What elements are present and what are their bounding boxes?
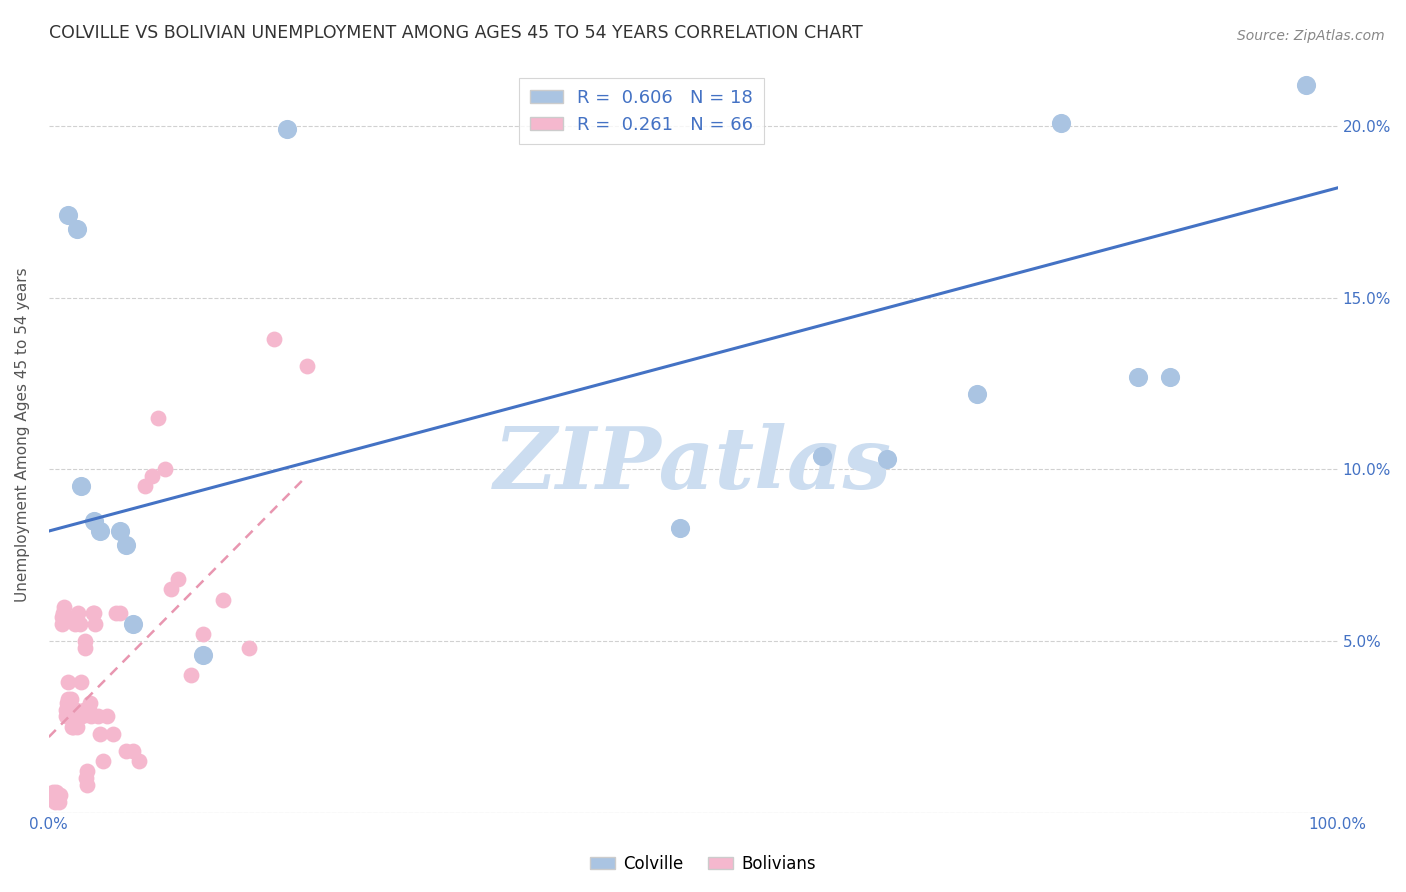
Point xyxy=(56,675,79,690)
Point xyxy=(52,607,75,621)
Point xyxy=(193,648,215,662)
Point xyxy=(103,726,125,740)
Point xyxy=(87,709,110,723)
Point xyxy=(60,720,83,734)
Point xyxy=(115,538,138,552)
Point xyxy=(76,764,98,779)
Point xyxy=(89,524,111,538)
Point xyxy=(108,607,131,621)
Point xyxy=(72,709,94,723)
Point xyxy=(55,709,77,723)
Point xyxy=(108,524,131,538)
Point xyxy=(41,785,63,799)
Point xyxy=(65,702,87,716)
Point xyxy=(72,702,94,716)
Point xyxy=(180,668,202,682)
Point xyxy=(121,744,143,758)
Point xyxy=(153,462,176,476)
Point xyxy=(83,514,105,528)
Legend: R =  0.606   N = 18, R =  0.261   N = 66: R = 0.606 N = 18, R = 0.261 N = 66 xyxy=(519,78,763,145)
Point xyxy=(91,754,114,768)
Point xyxy=(148,410,170,425)
Point xyxy=(1049,115,1071,129)
Point xyxy=(51,610,73,624)
Point xyxy=(80,709,103,723)
Point xyxy=(63,610,86,624)
Point xyxy=(66,709,89,723)
Point xyxy=(73,634,96,648)
Point xyxy=(669,521,692,535)
Point xyxy=(63,616,86,631)
Point xyxy=(211,592,233,607)
Point xyxy=(70,479,93,493)
Point xyxy=(193,627,215,641)
Point xyxy=(1126,369,1149,384)
Point xyxy=(53,599,76,614)
Point xyxy=(60,702,83,716)
Point xyxy=(77,702,100,716)
Point xyxy=(66,720,89,734)
Point xyxy=(55,702,77,716)
Point xyxy=(876,452,898,467)
Point xyxy=(49,789,72,803)
Point xyxy=(59,692,82,706)
Point xyxy=(89,726,111,740)
Point xyxy=(69,616,91,631)
Point xyxy=(263,332,285,346)
Point xyxy=(160,582,183,597)
Point xyxy=(65,709,87,723)
Point xyxy=(966,386,988,401)
Point xyxy=(141,469,163,483)
Point xyxy=(66,222,89,236)
Point xyxy=(70,675,93,690)
Legend: Colville, Bolivians: Colville, Bolivians xyxy=(583,848,823,880)
Point xyxy=(46,792,69,806)
Point xyxy=(166,572,188,586)
Point xyxy=(42,792,65,806)
Point xyxy=(811,449,834,463)
Text: COLVILLE VS BOLIVIAN UNEMPLOYMENT AMONG AGES 45 TO 54 YEARS CORRELATION CHART: COLVILLE VS BOLIVIAN UNEMPLOYMENT AMONG … xyxy=(49,24,862,42)
Point xyxy=(58,696,80,710)
Point xyxy=(45,785,67,799)
Point xyxy=(82,607,104,621)
Point xyxy=(56,208,79,222)
Point xyxy=(73,640,96,655)
Point xyxy=(76,778,98,792)
Point xyxy=(1295,78,1317,92)
Point xyxy=(83,607,105,621)
Point xyxy=(48,795,70,809)
Point xyxy=(115,744,138,758)
Point xyxy=(121,616,143,631)
Point xyxy=(56,696,79,710)
Point xyxy=(128,754,150,768)
Point xyxy=(295,359,318,374)
Point xyxy=(41,789,63,803)
Point xyxy=(75,771,97,785)
Point xyxy=(134,479,156,493)
Point xyxy=(276,122,298,136)
Point xyxy=(104,607,127,621)
Point xyxy=(62,720,84,734)
Text: Source: ZipAtlas.com: Source: ZipAtlas.com xyxy=(1237,29,1385,43)
Text: ZIPatlas: ZIPatlas xyxy=(494,424,893,507)
Point xyxy=(96,709,118,723)
Point xyxy=(56,692,79,706)
Point xyxy=(79,696,101,710)
Point xyxy=(238,640,260,655)
Y-axis label: Unemployment Among Ages 45 to 54 years: Unemployment Among Ages 45 to 54 years xyxy=(15,268,30,602)
Point xyxy=(84,616,107,631)
Point xyxy=(51,616,73,631)
Point xyxy=(1159,369,1181,384)
Point xyxy=(67,607,90,621)
Point xyxy=(44,795,66,809)
